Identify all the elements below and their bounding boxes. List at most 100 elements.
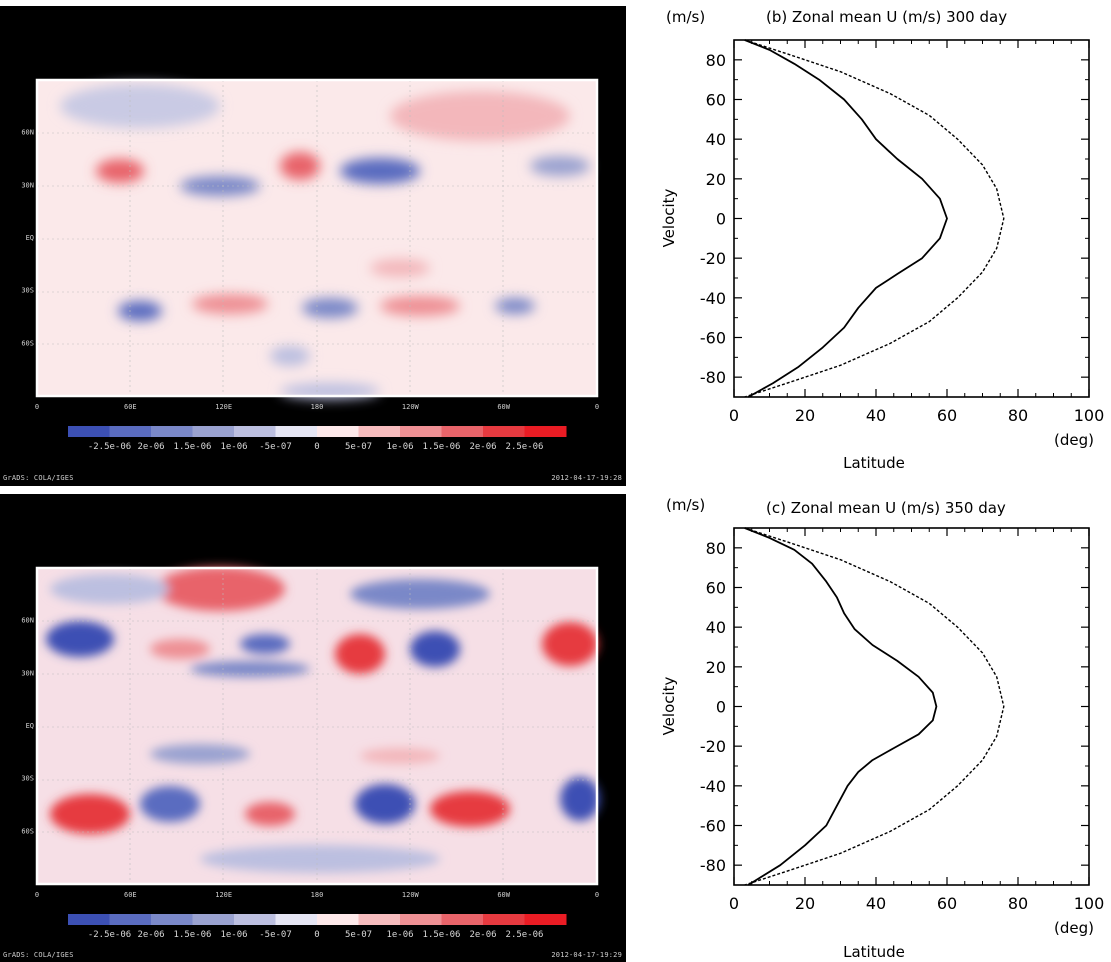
map-field-blobs bbox=[60, 84, 590, 399]
map-grid bbox=[37, 568, 597, 884]
colorbar-label: -5e-07 bbox=[259, 930, 292, 940]
colorbar-swatch bbox=[524, 914, 567, 925]
colorbar-label: 1e-06 bbox=[220, 930, 247, 940]
y-tick-label: 40 bbox=[706, 130, 726, 149]
plot-frame bbox=[733, 527, 1090, 886]
vorticity-map-bottom: 0 60E 120E 180 120W 60W 0 60N 30N EQ 30S 60S -2.5e… bbox=[0, 494, 626, 962]
map-frame bbox=[35, 78, 599, 398]
colorbar-label: 1e-06 bbox=[386, 442, 413, 452]
map-canvas: 0 60E 120E 180 120W 60W 0 60N 30N EQ 30S 60S -2.5e… bbox=[21, 78, 599, 452]
colorbar-label: 1.5e-06 bbox=[423, 442, 461, 452]
y-tick-label: -40 bbox=[700, 777, 726, 796]
map-y-tick-label: 30S bbox=[21, 775, 34, 783]
colorbar-swatch bbox=[441, 914, 484, 925]
y-tick-label: -80 bbox=[700, 368, 726, 387]
map-timestamp: 2012-04-17-19:28 bbox=[551, 474, 622, 482]
colorbar-swatch bbox=[400, 426, 442, 437]
colorbar-label: -5e-07 bbox=[259, 442, 292, 452]
colorbar-swatch bbox=[358, 914, 401, 925]
colorbar-label: 2e-06 bbox=[137, 442, 164, 452]
colorbar-swatch bbox=[483, 426, 525, 437]
y-tick-label: -20 bbox=[700, 249, 726, 268]
map-y-tick-label: EQ bbox=[26, 234, 34, 242]
colorbar-label: 2e-06 bbox=[469, 930, 496, 940]
y-tick-label: -60 bbox=[700, 817, 726, 836]
map-y-tick-label: 60N bbox=[21, 129, 34, 137]
map-y-tick-label: EQ bbox=[26, 722, 34, 730]
x-axis-label: Latitude bbox=[843, 943, 905, 961]
series-line-solid bbox=[744, 527, 938, 886]
x-tick-label: 80 bbox=[1008, 406, 1028, 425]
y-tick-label: 40 bbox=[706, 618, 726, 637]
x-tick-label: 60 bbox=[937, 894, 957, 913]
colorbar-swatch bbox=[317, 426, 359, 437]
colorbar-swatch bbox=[234, 426, 276, 437]
y-axis-label: Velocity bbox=[660, 188, 678, 247]
colorbar-swatch bbox=[275, 914, 318, 925]
map-x-tick-label: 180 bbox=[311, 891, 324, 899]
y-tick-label: 80 bbox=[706, 51, 726, 70]
x-tick-label: 60 bbox=[937, 406, 957, 425]
colorbar-label: 2e-06 bbox=[137, 930, 164, 940]
y-tick-label: 0 bbox=[716, 210, 726, 229]
map-x-tick-label: 180 bbox=[311, 403, 324, 411]
y-unit-label: (m/s) bbox=[666, 8, 705, 26]
y-axis-label: Velocity bbox=[660, 676, 678, 735]
map-x-tick-label: 0 bbox=[595, 403, 599, 411]
colorbar-label: 5e-07 bbox=[345, 442, 372, 452]
map-y-tick-label: 30S bbox=[21, 287, 34, 295]
map-frame bbox=[35, 566, 599, 886]
colorbar-label: 1e-06 bbox=[386, 930, 413, 940]
map-field-blobs bbox=[46, 567, 600, 873]
map-x-tick-label: 120E bbox=[215, 403, 232, 411]
map-y-tick-label: 30N bbox=[21, 181, 34, 189]
y-tick-label: 60 bbox=[706, 579, 726, 598]
colorbar-swatch bbox=[68, 914, 110, 925]
colorbar-swatch bbox=[68, 426, 110, 437]
map-canvas: 0 60E 120E 180 120W 60W 0 60N 30N EQ 30S 60S -2.5e… bbox=[21, 566, 600, 940]
y-tick-label: 20 bbox=[706, 658, 726, 677]
series-line-solid bbox=[744, 39, 948, 398]
series-line-dashed bbox=[744, 527, 1005, 886]
colorbar-label: 2e-06 bbox=[469, 442, 496, 452]
colorbar-swatch bbox=[441, 426, 484, 437]
colorbar-swatch bbox=[400, 914, 442, 925]
colorbar-label: 2.5e-06 bbox=[506, 442, 544, 452]
colorbar-swatch bbox=[109, 426, 152, 437]
map-x-tick-label: 0 bbox=[35, 891, 39, 899]
colorbar-swatch bbox=[234, 914, 276, 925]
y-tick-label: -40 bbox=[700, 289, 726, 308]
colorbar-swatch bbox=[483, 914, 525, 925]
plot-frame bbox=[733, 39, 1090, 398]
colorbar-label: 1.5e-06 bbox=[174, 442, 212, 452]
map-y-tick-label: 60S bbox=[21, 827, 34, 835]
zonal-mean-plot-c: (m/s) (c) Zonal mean U (m/s) 350 day (de… bbox=[660, 496, 1105, 961]
colorbar-swatch bbox=[275, 426, 318, 437]
colorbar-label: 1e-06 bbox=[220, 442, 247, 452]
colorbar-label: -2.5e-06 bbox=[88, 442, 131, 452]
y-tick-label: 0 bbox=[716, 698, 726, 717]
map-x-tick-label: 60W bbox=[497, 403, 510, 411]
x-tick-label: 100 bbox=[1074, 894, 1105, 913]
map-y-tick-label: 60S bbox=[21, 339, 34, 347]
x-tick-label: 20 bbox=[795, 406, 815, 425]
map-timestamp: 2012-04-17-19:29 bbox=[551, 951, 622, 959]
colorbar-label: 0 bbox=[314, 442, 319, 452]
x-tick-label: 0 bbox=[729, 406, 739, 425]
y-tick-label: -80 bbox=[700, 856, 726, 875]
colorbar-label: 1.5e-06 bbox=[174, 930, 212, 940]
zonal-mean-plot-b: (m/s) (b) Zonal mean U (m/s) 300 day (de… bbox=[660, 8, 1105, 472]
colorbar-label: 2.5e-06 bbox=[506, 930, 544, 940]
vorticity-map-top: 0 60E 120E 180 120W 60W 0 60N 30N EQ 30S 60S -2.5e… bbox=[0, 6, 626, 486]
map-y-tick-label: 30N bbox=[21, 669, 34, 677]
colorbar-swatch bbox=[358, 426, 401, 437]
map-x-tick-label: 120W bbox=[402, 891, 420, 899]
map-y-tick-label: 60N bbox=[21, 617, 34, 625]
x-tick-label: 80 bbox=[1008, 894, 1028, 913]
grads-credit: GrADS: COLA/IGES bbox=[3, 474, 74, 482]
x-tick-label: 100 bbox=[1074, 406, 1105, 425]
colorbar-label: 0 bbox=[314, 930, 319, 940]
map-x-tick-label: 0 bbox=[595, 891, 599, 899]
y-tick-label: 60 bbox=[706, 91, 726, 110]
y-tick-label: -20 bbox=[700, 737, 726, 756]
